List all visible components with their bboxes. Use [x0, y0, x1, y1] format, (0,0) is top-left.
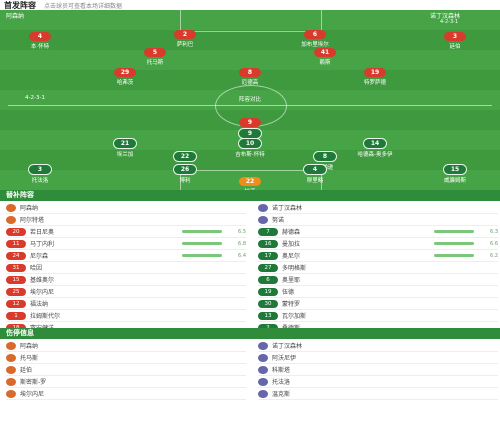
home-team-tag: 阿森纳: [6, 13, 25, 20]
player-avatar-icon: [258, 389, 268, 398]
player-avatar-icon: [6, 389, 16, 398]
list-item[interactable]: 科斯塔: [258, 364, 498, 376]
player-home-4[interactable]: 3 廷伯: [420, 32, 490, 50]
list-item[interactable]: 托马斯: [6, 352, 246, 364]
injury-section: 伤停信息 阿森纳 托马斯 廷伯 斯密斯-罗 埃尔内尼 诺丁汉森林 阿沃尼伊 科斯…: [0, 328, 500, 400]
list-item[interactable]: 埃尔内尼: [6, 388, 246, 400]
list-item[interactable]: 1 拉姆斯代尔: [6, 310, 246, 322]
list-item[interactable]: 11 马丁内利 6.8: [6, 238, 246, 250]
player-avatar-icon: [6, 353, 16, 362]
section-subtitle: 点击球员可查看本场详细数据: [44, 2, 123, 10]
pitch: 阿森纳 诺丁汉森林 4-2-3-1 4 本·怀特 2 萨利巴 6 加布里埃尔 3 廷伯 …: [0, 10, 500, 190]
player-away-10[interactable]: 15 威廉姆斯: [443, 164, 467, 184]
player-avatar-icon: [258, 365, 268, 374]
list-item[interactable]: 31 哈因: [6, 262, 246, 274]
list-item[interactable]: 20 若日尼奥 6.5: [6, 226, 246, 238]
player-away-3[interactable]: 10 吉布斯-怀特: [235, 138, 265, 158]
subs-section: 替补阵容 阿森纳 阿尔特塔 20 若日尼奥 6.5 11 马丁内利 6.8 24 尼尔森 6…: [0, 190, 500, 334]
player-away-7[interactable]: 3 托法洛: [5, 164, 75, 184]
home-coach: 阿尔特塔: [6, 214, 246, 226]
list-item[interactable]: 16 曼加拉 6.6: [258, 238, 498, 250]
coach-avatar-icon: [258, 215, 268, 224]
player-home-6[interactable]: 41 赖斯: [290, 48, 360, 66]
home-injury-list: 阿森纳 托马斯 廷伯 斯密斯-罗 埃尔内尼: [6, 340, 246, 400]
player-home-1[interactable]: 4 本·怀特: [29, 32, 51, 50]
player-avatar-icon: [258, 353, 268, 362]
home-formation: 4-2-3-1: [25, 95, 45, 101]
away-injury-list: 诺丁汉森林 阿沃尼伊 科斯塔 托法洛 温克斯: [258, 340, 498, 400]
forest-logo-icon: [258, 203, 268, 212]
away-injury-team: 诺丁汉森林: [258, 340, 498, 352]
list-item[interactable]: 13 瓦尔加斯: [258, 310, 498, 322]
list-item[interactable]: 19 伍德: [258, 286, 498, 298]
away-formation: 4-2-3-1: [440, 19, 459, 25]
home-subs-list: 阿森纳 阿尔特塔 20 若日尼奥 6.5 11 马丁内利 6.8 24 尼尔森 6.4 31…: [6, 202, 246, 334]
player-home-9[interactable]: 19 特罗萨德: [363, 68, 386, 86]
list-item[interactable]: 斯密斯-罗: [6, 376, 246, 388]
player-avatar-icon: [258, 377, 268, 386]
player-home-3[interactable]: 6 加布里埃尔: [301, 30, 329, 48]
section-title: 首发阵容: [4, 0, 36, 10]
list-item[interactable]: 24 尼尔森 6.4: [6, 250, 246, 262]
center-label: 阵容对比: [238, 97, 261, 103]
list-item[interactable]: 30 蒙特罗: [258, 298, 498, 310]
list-item[interactable]: 12 福法纳: [6, 298, 246, 310]
player-home-2[interactable]: 2 萨利巴: [150, 30, 220, 48]
player-avatar-icon: [6, 377, 16, 386]
player-away-9[interactable]: 4 穆里略: [280, 164, 350, 184]
away-team-tag: 诺丁汉森林: [430, 13, 461, 20]
away-subs-list: 诺丁汉森林 努诺 7 赫德森 6.3 16 曼加拉 6.6 17 奥尼尔 6.2 27 多明格…: [258, 202, 498, 334]
coach-avatar-icon: [6, 215, 16, 224]
player-home-7[interactable]: 29 哈弗茨: [90, 68, 160, 86]
list-item[interactable]: 阿沃尼伊: [258, 352, 498, 364]
player-home-gk[interactable]: 22拉亚: [215, 177, 285, 190]
injury-title: 伤停信息: [0, 328, 500, 339]
forest-logo-icon: [258, 341, 268, 350]
lineup-header: 首发阵容 点击球员可查看本场详细数据: [0, 0, 500, 10]
list-item[interactable]: 25 埃尔内尼: [6, 286, 246, 298]
arsenal-logo-icon: [6, 341, 16, 350]
list-item[interactable]: 廷伯: [6, 364, 246, 376]
list-item[interactable]: 15 基维奥尔: [6, 274, 246, 286]
subs-title: 替补阵容: [0, 190, 500, 201]
player-away-4[interactable]: 14 哈德森-奥多伊: [357, 138, 393, 158]
list-item[interactable]: 6 奥里耶: [258, 274, 498, 286]
away-coach: 努诺: [258, 214, 498, 226]
arsenal-logo-icon: [6, 203, 16, 212]
player-away-2[interactable]: 21 埃兰加: [90, 138, 160, 158]
list-item[interactable]: 7 赫德森 6.3: [258, 226, 498, 238]
player-home-8[interactable]: 8 厄德高: [215, 68, 285, 86]
list-item[interactable]: 17 奥尼尔 6.2: [258, 250, 498, 262]
player-home-5[interactable]: 5 托马斯: [120, 48, 190, 66]
home-subs-team: 阿森纳: [6, 202, 246, 214]
list-item[interactable]: 温克斯: [258, 388, 498, 400]
home-injury-team: 阿森纳: [6, 340, 246, 352]
list-item[interactable]: 27 多明格斯: [258, 262, 498, 274]
player-away-8[interactable]: 26 博利: [150, 164, 220, 184]
away-subs-team: 诺丁汉森林: [258, 202, 498, 214]
player-avatar-icon: [6, 365, 16, 374]
list-item[interactable]: 托法洛: [258, 376, 498, 388]
